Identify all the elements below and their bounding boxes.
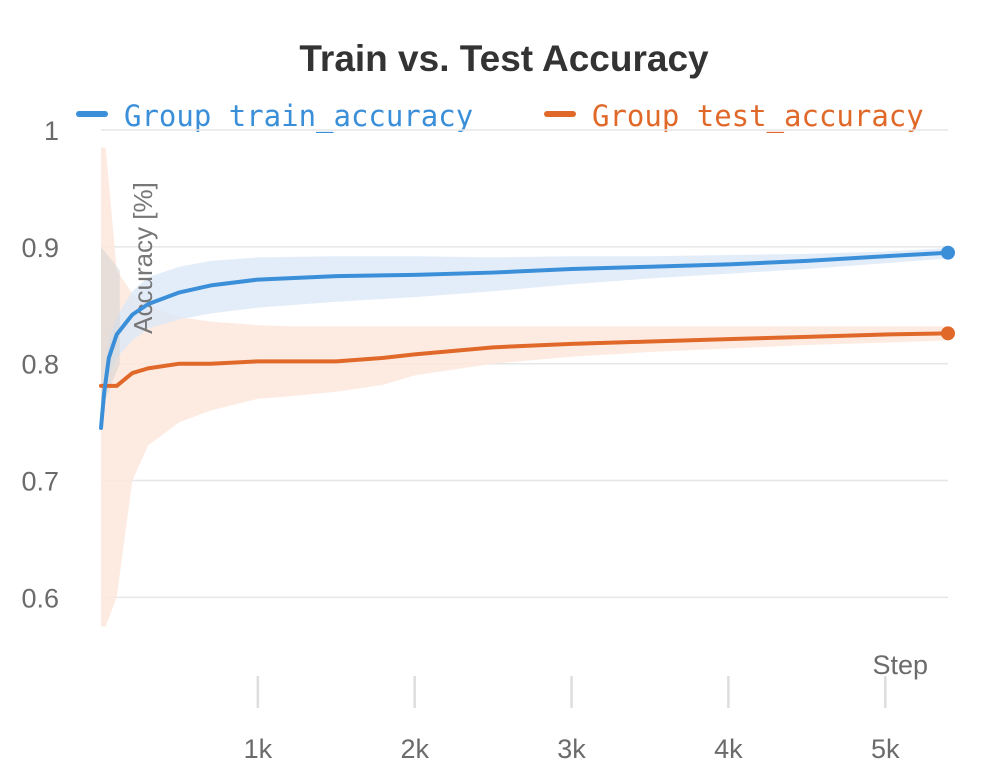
- x-tick-label-3: 4k: [714, 734, 743, 764]
- y-axis-label: Accuracy [%]: [128, 182, 158, 334]
- x-tick-label-4: 5k: [871, 734, 900, 764]
- y-tick-label-3: 0.9: [21, 233, 59, 263]
- x-tick-label-2: 3k: [557, 734, 586, 764]
- legend-label-test: Group test_accuracy: [592, 99, 924, 133]
- legend-swatch-test: [544, 111, 576, 117]
- x-axis-label: Step: [872, 650, 928, 680]
- x-tick-label-1: 2k: [400, 734, 429, 764]
- y-tick-label-0: 0.6: [21, 583, 59, 613]
- legend-swatch-train: [76, 111, 108, 117]
- series-line-train-accuracy: [99, 250, 950, 430]
- band-test-accuracy: [101, 147, 948, 627]
- x-tick-label-0: 1k: [244, 734, 273, 764]
- end-point-train-accuracy: [941, 245, 955, 260]
- series-line-test-accuracy: [99, 331, 950, 388]
- legend: Group train_accuracy Group test_accuracy: [0, 96, 1008, 136]
- y-tick-label-4: 1: [44, 116, 59, 146]
- legend-label-train: Group train_accuracy: [124, 99, 474, 133]
- end-point-test-accuracy: [941, 326, 955, 341]
- y-tick-label-1: 0.7: [21, 467, 59, 497]
- y-tick-label-2: 0.8: [21, 350, 59, 380]
- band-train-accuracy: [101, 248, 948, 428]
- chart-title: Train vs. Test Accuracy: [299, 38, 709, 79]
